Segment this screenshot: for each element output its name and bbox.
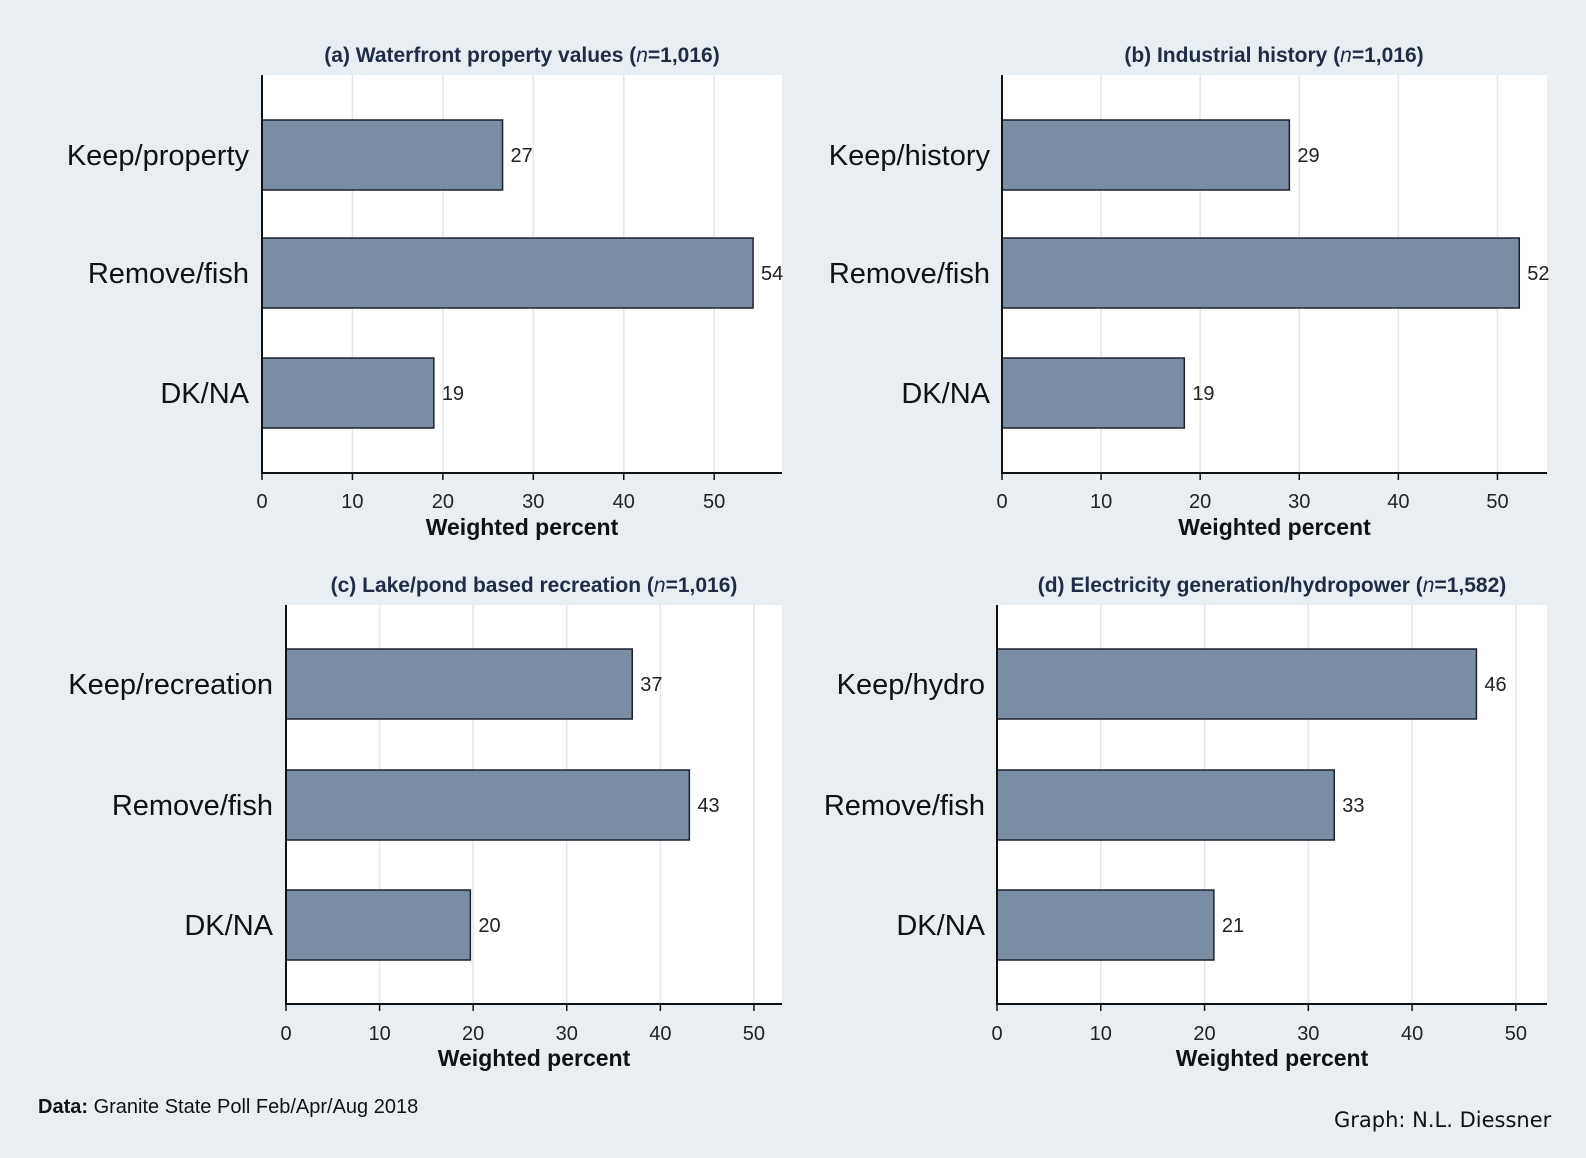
tick-label-a-20: 20 xyxy=(432,491,454,513)
panel-title-prefix-d: (d) Electricity generation/hydropower ( xyxy=(1038,574,1423,597)
data-label-a-0: 27 xyxy=(511,145,533,167)
tick-label-b-20: 20 xyxy=(1189,491,1211,513)
tick-label-d-30: 30 xyxy=(1297,1023,1319,1045)
panel-title-d: (d) Electricity generation/hydropower (n… xyxy=(1038,574,1507,597)
tick-label-a-50: 50 xyxy=(703,491,725,513)
bar-a-0 xyxy=(261,119,504,191)
tick-label-b-40: 40 xyxy=(1387,491,1409,513)
panel-b: 29 Keep/history 52 Remove/fish 19 DK/NA 0 10 20 3… xyxy=(829,44,1550,540)
tick-label-a-0: 0 xyxy=(256,491,267,513)
bar-a-1 xyxy=(261,237,754,309)
data-label-d-2: 21 xyxy=(1222,915,1244,937)
panel-title-prefix-b: (b) Industrial history ( xyxy=(1124,44,1340,67)
bar-d-2 xyxy=(996,889,1215,961)
bar-a-2 xyxy=(261,357,435,429)
panel-a: 27 Keep/property 54 Remove/fish 19 DK/NA 0 10 20… xyxy=(67,44,783,540)
category-label-b-0: Keep/history xyxy=(829,140,991,172)
tick-label-d-20: 20 xyxy=(1193,1023,1215,1045)
tick-label-a-40: 40 xyxy=(613,491,635,513)
data-label-a-2: 19 xyxy=(442,383,464,405)
data-label-c-0: 37 xyxy=(640,674,662,696)
tick-label-a-30: 30 xyxy=(522,491,544,513)
category-label-c-0: Keep/recreation xyxy=(68,669,273,701)
tick-label-d-10: 10 xyxy=(1090,1023,1112,1045)
category-label-d-2: DK/NA xyxy=(896,910,985,942)
data-label-d-0: 46 xyxy=(1484,674,1506,696)
category-label-a-2: DK/NA xyxy=(160,378,249,410)
panel-title-n-a: n xyxy=(636,44,648,67)
bar-c-0 xyxy=(285,648,634,720)
bar-c-2 xyxy=(285,889,472,961)
source-label: Data: xyxy=(38,1096,89,1118)
x-axis-title-a: Weighted percent xyxy=(426,514,619,540)
tick-label-b-50: 50 xyxy=(1486,491,1508,513)
panel-title-n-b: n xyxy=(1340,44,1352,67)
bar-d-1 xyxy=(996,769,1336,841)
panel-title-n-d: n xyxy=(1423,574,1435,597)
source-note: Data: Granite State Poll Feb/Apr/Aug 201… xyxy=(38,1096,418,1119)
panel-title-prefix-c: (c) Lake/pond based recreation ( xyxy=(331,574,654,597)
tick-label-b-10: 10 xyxy=(1090,491,1112,513)
bar-b-2 xyxy=(1001,357,1186,429)
category-label-a-1: Remove/fish xyxy=(88,258,249,290)
tick-label-a-10: 10 xyxy=(341,491,363,513)
tick-label-c-0: 0 xyxy=(280,1023,291,1045)
panel-title-n-value-b: =1,016) xyxy=(1352,44,1424,67)
panel-d: 46 Keep/hydro 33 Remove/fish 21 DK/NA 0 10 20 30 4… xyxy=(824,574,1547,1071)
tick-label-c-50: 50 xyxy=(743,1023,765,1045)
tick-label-b-30: 30 xyxy=(1288,491,1310,513)
bar-d-0 xyxy=(996,648,1478,720)
tick-label-c-30: 30 xyxy=(556,1023,578,1045)
x-axis-title-c: Weighted percent xyxy=(438,1045,631,1071)
category-label-a-0: Keep/property xyxy=(67,140,250,172)
panel-title-a: (a) Waterfront property values (n=1,016) xyxy=(324,44,719,67)
category-label-d-0: Keep/hydro xyxy=(837,669,985,701)
bar-b-1 xyxy=(1001,237,1521,309)
data-label-b-1: 52 xyxy=(1527,263,1549,285)
category-label-c-1: Remove/fish xyxy=(112,790,273,822)
data-label-c-1: 43 xyxy=(697,795,719,817)
tick-label-d-0: 0 xyxy=(991,1023,1002,1045)
credit-note: Graph: N.L. Diessner xyxy=(1334,1108,1552,1132)
panel-title-prefix-a: (a) Waterfront property values ( xyxy=(324,44,636,67)
tick-label-c-40: 40 xyxy=(649,1023,671,1045)
x-axis-title-b: Weighted percent xyxy=(1178,514,1371,540)
panel-c: 37 Keep/recreation 43 Remove/fish 20 DK/NA 0 10… xyxy=(68,574,782,1071)
source-text: Granite State Poll Feb/Apr/Aug 2018 xyxy=(93,1096,419,1118)
tick-label-c-10: 10 xyxy=(368,1023,390,1045)
bar-c-1 xyxy=(285,769,691,841)
panel-title-n-value-c: =1,016) xyxy=(666,574,738,597)
panel-title-n-c: n xyxy=(654,574,666,597)
data-label-c-2: 20 xyxy=(478,915,500,937)
tick-label-d-40: 40 xyxy=(1401,1023,1423,1045)
bar-b-0 xyxy=(1001,119,1291,191)
panel-title-n-value-d: =1,582) xyxy=(1434,574,1506,597)
category-label-d-1: Remove/fish xyxy=(824,790,985,822)
category-label-b-1: Remove/fish xyxy=(829,258,990,290)
data-label-a-1: 54 xyxy=(761,263,783,285)
category-label-b-2: DK/NA xyxy=(901,378,990,410)
data-label-b-0: 29 xyxy=(1297,145,1319,167)
panel-title-b: (b) Industrial history (n=1,016) xyxy=(1124,44,1423,67)
tick-label-b-0: 0 xyxy=(996,491,1007,513)
tick-label-d-50: 50 xyxy=(1505,1023,1527,1045)
panel-title-n-value-a: =1,016) xyxy=(648,44,720,67)
x-axis-title-d: Weighted percent xyxy=(1176,1045,1369,1071)
category-label-c-2: DK/NA xyxy=(184,910,273,942)
data-label-d-1: 33 xyxy=(1342,795,1364,817)
data-label-b-2: 19 xyxy=(1192,383,1214,405)
tick-label-c-20: 20 xyxy=(462,1023,484,1045)
panel-title-c: (c) Lake/pond based recreation (n=1,016) xyxy=(331,574,738,597)
